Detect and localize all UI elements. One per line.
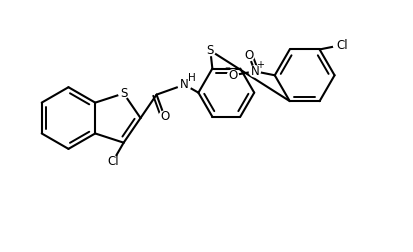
Text: H: H: [187, 73, 195, 83]
Circle shape: [107, 156, 119, 168]
Circle shape: [119, 88, 128, 98]
Circle shape: [205, 46, 215, 56]
Circle shape: [249, 66, 260, 77]
Circle shape: [178, 78, 190, 91]
Circle shape: [243, 50, 254, 61]
Text: N: N: [250, 65, 259, 78]
Text: S: S: [206, 44, 214, 57]
Text: Cl: Cl: [107, 155, 118, 168]
Text: O: O: [244, 49, 253, 62]
Text: N: N: [180, 78, 188, 91]
Text: O: O: [159, 110, 169, 123]
Text: O: O: [228, 69, 237, 82]
Circle shape: [333, 40, 345, 51]
Text: S: S: [120, 87, 127, 100]
Text: +: +: [255, 60, 263, 70]
Circle shape: [159, 111, 170, 122]
Circle shape: [227, 70, 238, 81]
Text: ⁻: ⁻: [223, 65, 229, 75]
Text: Cl: Cl: [336, 39, 347, 52]
